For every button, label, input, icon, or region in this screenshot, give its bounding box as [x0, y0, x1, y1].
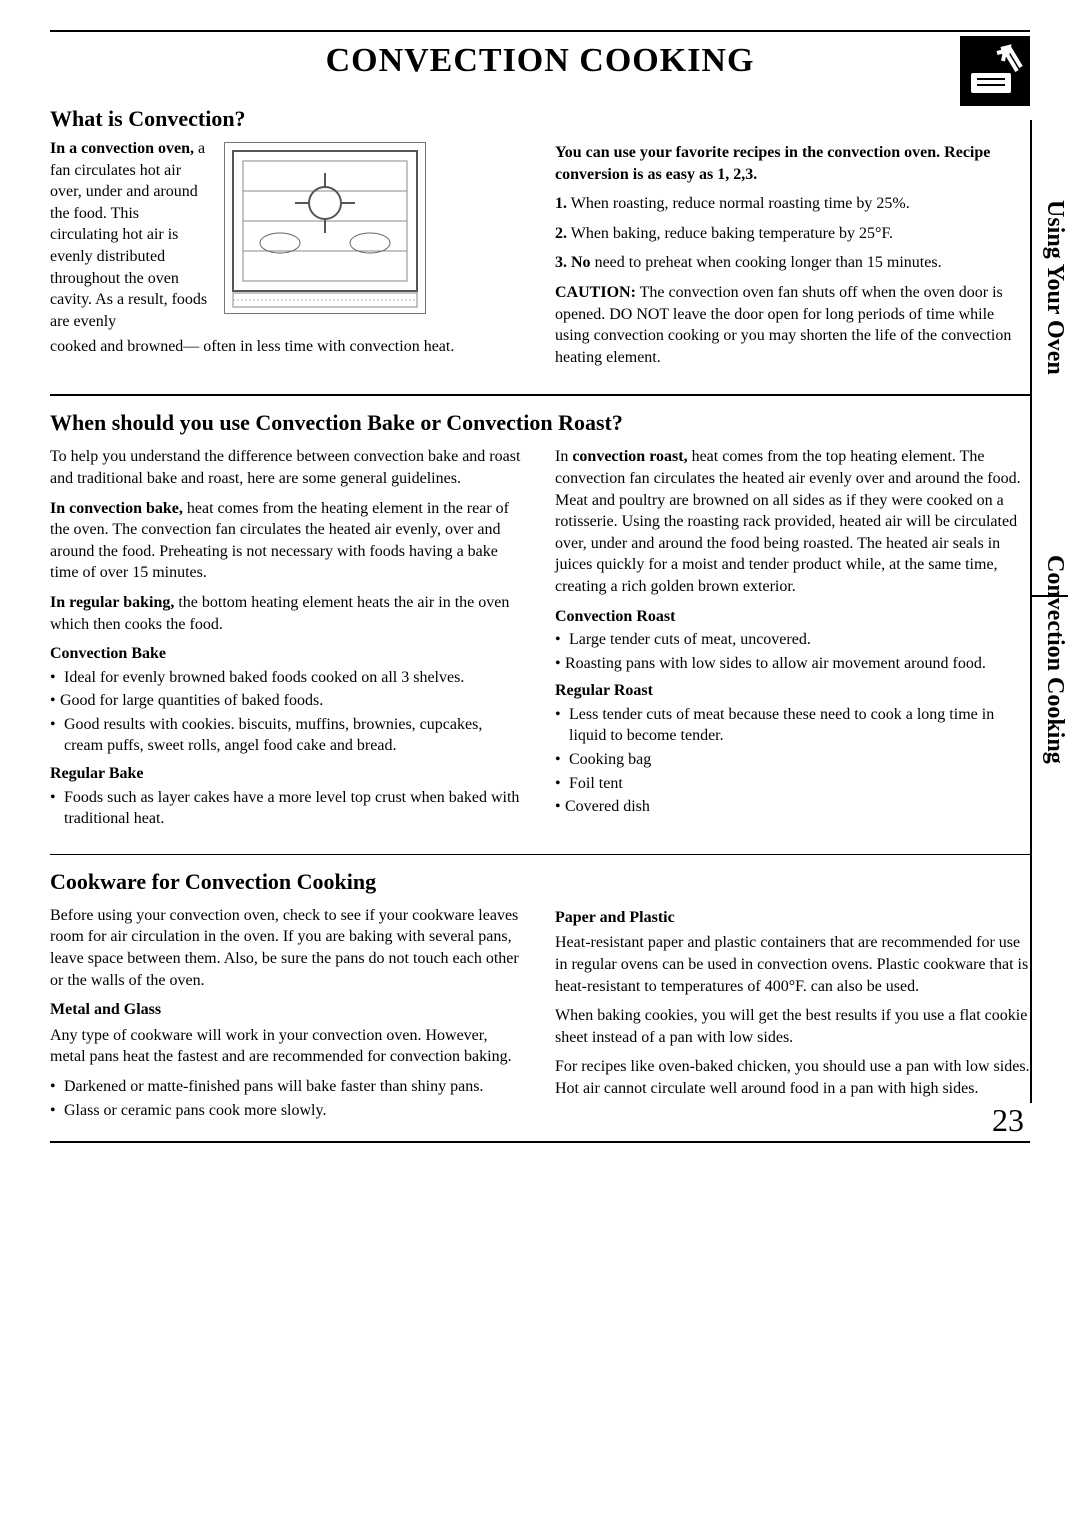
step-3: 3. No need to preheat when cooking longe…: [555, 252, 1030, 274]
list-item: Cooking bag: [555, 749, 1030, 771]
reg-bake-heading: Regular Bake: [50, 763, 525, 785]
list-item: Glass or ceramic pans cook more slowly.: [50, 1100, 525, 1122]
s2-right-p1: In convection roast, heat comes from the…: [555, 446, 1030, 597]
recipe-lead: You can use your favorite recipes in the…: [555, 142, 1030, 185]
s2-left-p3: In regular baking, the bottom heating el…: [50, 592, 525, 635]
s3-left-p1: Before using your convection oven, check…: [50, 905, 525, 991]
conv-bake-list: Ideal for evenly browned baked foods coo…: [50, 667, 525, 757]
side-tab-using: Using Your Oven: [1041, 200, 1068, 375]
metal-glass-list: Darkened or matte-finished pans will bak…: [50, 1076, 525, 1121]
reg-roast-list: Less tender cuts of meat because these n…: [555, 704, 1030, 818]
conv-roast-list: Large tender cuts of meat, uncovered. Ro…: [555, 629, 1030, 674]
s2-left-p2: In convection bake, heat comes from the …: [50, 498, 525, 584]
side-tab-convection: Convection Cooking: [1041, 555, 1068, 764]
list-item: Foods such as layer cakes have a more le…: [50, 787, 525, 830]
list-item: Roasting pans with low sides to allow ai…: [555, 653, 1030, 675]
main-title: CONVECTION COOKING: [50, 42, 1030, 80]
step-2: 2. When baking, reduce baking temperatur…: [555, 223, 1030, 245]
list-item: Ideal for evenly browned baked foods coo…: [50, 667, 525, 689]
conv-roast-heading: Convection Roast: [555, 606, 1030, 628]
reg-roast-heading: Regular Roast: [555, 680, 1030, 702]
paper-p2: When baking cookies, you will get the be…: [555, 1005, 1030, 1048]
page-number: 23: [992, 1102, 1024, 1139]
paper-p1: Heat-resistant paper and plastic contain…: [555, 932, 1030, 997]
section1-title: What is Convection?: [50, 106, 1030, 132]
section3-title: Cookware for Convection Cooking: [50, 869, 1030, 895]
s2-left-p1: To help you understand the difference be…: [50, 446, 525, 489]
list-item: Foil tent: [555, 773, 1030, 795]
caution-text: CAUTION: The convection oven fan shuts o…: [555, 282, 1030, 368]
list-item: Good results with cookies. biscuits, muf…: [50, 714, 525, 757]
metal-glass-p: Any type of cookware will work in your c…: [50, 1025, 525, 1068]
list-item: Large tender cuts of meat, uncovered.: [555, 629, 1030, 651]
intro-continued: cooked and browned— often in less time w…: [50, 336, 525, 358]
list-item: Less tender cuts of meat because these n…: [555, 704, 1030, 747]
paper-plastic-heading: Paper and Plastic: [555, 907, 1030, 929]
intro-rest: a fan circulates hot air over, under and…: [50, 140, 207, 330]
metal-glass-heading: Metal and Glass: [50, 999, 525, 1021]
list-item: Covered dish: [555, 796, 1030, 818]
section2-title: When should you use Convection Bake or C…: [50, 410, 1030, 436]
conv-bake-heading: Convection Bake: [50, 643, 525, 665]
oven-diagram: [224, 142, 426, 314]
paper-p3: For recipes like oven-baked chicken, you…: [555, 1056, 1030, 1099]
list-item: Good for large quantities of baked foods…: [50, 690, 525, 712]
side-border: [1030, 120, 1032, 1103]
list-item: Darkened or matte-finished pans will bak…: [50, 1076, 525, 1098]
step-1: 1. When roasting, reduce normal roasting…: [555, 193, 1030, 215]
intro-paragraph: In a convection oven, a fan circulates h…: [50, 138, 210, 332]
oven-logo-icon: [960, 36, 1030, 106]
reg-bake-list: Foods such as layer cakes have a more le…: [50, 787, 525, 830]
intro-bold: In a convection oven,: [50, 140, 194, 157]
